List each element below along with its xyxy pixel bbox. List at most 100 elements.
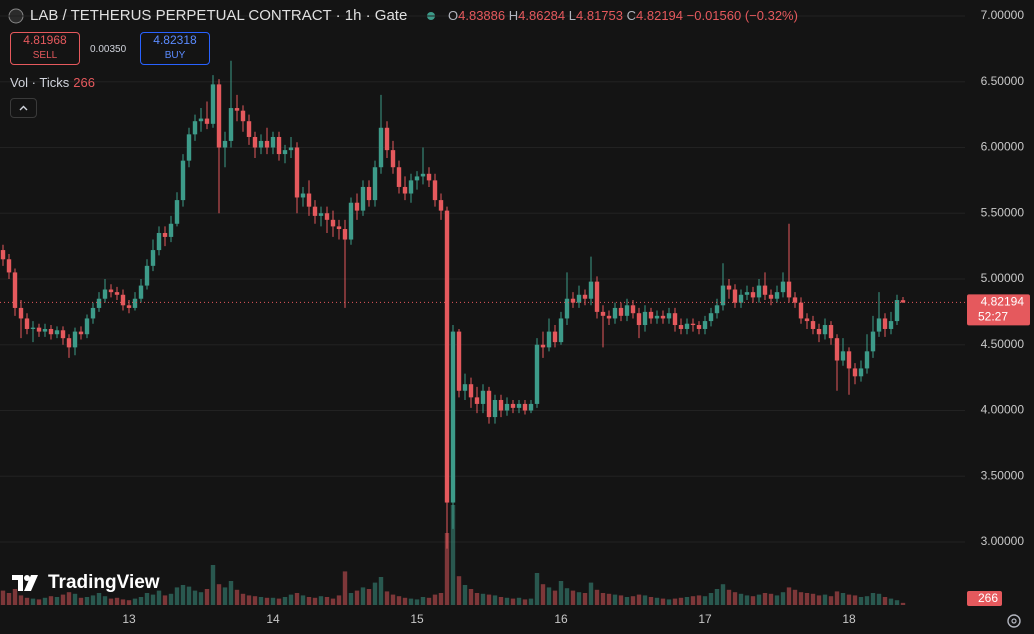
volume-legend: Vol · Ticks 266 <box>10 75 95 90</box>
volume-bar <box>42 597 48 605</box>
chevron-line[interactable] <box>19 105 28 111</box>
volume-bar <box>822 594 828 605</box>
volume-badge-label: 266 <box>978 591 998 605</box>
candle-body <box>240 110 246 122</box>
volume-bar <box>330 598 336 605</box>
volume-bar <box>390 594 396 605</box>
candle-body <box>828 325 834 339</box>
candle-body <box>246 121 252 137</box>
logo-shape[interactable] <box>12 575 23 591</box>
volume-bar <box>168 593 174 605</box>
candle-body <box>270 136 276 148</box>
volume-bar <box>786 587 792 605</box>
volume-bar <box>180 585 186 605</box>
sell-button[interactable]: 4.81968 SELL <box>10 32 80 65</box>
buy-price[interactable]: 4.82318 <box>153 33 197 47</box>
volume-bar <box>30 598 36 605</box>
x-tick-label: 15 <box>410 612 424 626</box>
volume-bar <box>858 597 864 605</box>
candle-body <box>354 202 360 211</box>
volume-bar <box>504 597 510 605</box>
volume-bar <box>150 594 156 605</box>
volume-bar <box>36 599 42 605</box>
volume-bar <box>696 595 702 605</box>
gear[interactable] <box>1007 614 1021 628</box>
spread: 0.00350 <box>90 44 127 55</box>
volume-bar <box>336 595 342 605</box>
sell-price[interactable]: 4.81968 <box>23 33 67 47</box>
candle-body <box>540 344 546 348</box>
logo-shape[interactable] <box>24 575 38 591</box>
volume-bar <box>570 590 576 605</box>
logo-text[interactable]: TradingView <box>48 572 160 593</box>
volume-bar <box>156 590 162 605</box>
sell-label[interactable]: SELL <box>32 50 58 61</box>
candle-body <box>702 321 708 329</box>
volume-bar <box>750 596 756 605</box>
candle-body <box>138 285 144 299</box>
logo[interactable]: TradingView <box>12 572 160 594</box>
candle-body <box>78 331 84 335</box>
candle-body <box>150 250 156 266</box>
volume-bar <box>468 589 474 605</box>
y-tick-label: 6.00000 <box>981 140 1025 154</box>
volume-bar <box>852 595 858 605</box>
candle-body <box>360 186 366 211</box>
collapse-button[interactable] <box>10 98 37 118</box>
volume-bar <box>102 596 108 605</box>
volume-bar <box>834 591 840 605</box>
volume-bar <box>744 595 750 605</box>
candle-body <box>594 281 600 312</box>
logo-dot[interactable] <box>24 575 30 581</box>
candle-body <box>768 294 774 299</box>
volume-value: 266 <box>73 75 95 90</box>
volume-bar <box>348 593 354 605</box>
volume-bar <box>420 597 426 605</box>
volume-bar <box>426 597 432 605</box>
volume-bar <box>456 576 462 605</box>
volume-bar <box>582 593 588 605</box>
candle-body <box>816 328 822 335</box>
volume-bar <box>606 593 612 605</box>
candle-body <box>660 315 666 319</box>
volume-bar <box>432 594 438 605</box>
volume-bar <box>624 597 630 605</box>
candle-body <box>162 232 168 237</box>
candle-body <box>180 160 186 201</box>
volume-bar <box>240 593 246 605</box>
y-tick-label: 5.00000 <box>981 271 1025 285</box>
chevron[interactable] <box>11 99 36 117</box>
volume-bar <box>672 598 678 605</box>
volume-bar <box>558 581 564 605</box>
settings-icon[interactable] <box>1007 614 1021 628</box>
volume-bar <box>144 593 150 605</box>
volume-bar <box>84 597 90 605</box>
candle-body <box>378 127 384 168</box>
volume-bar <box>882 597 888 605</box>
gear-center[interactable] <box>1011 618 1017 624</box>
candle-body <box>558 318 564 343</box>
volume-bar <box>900 602 906 605</box>
candle-body <box>198 118 204 122</box>
volume-bar <box>870 593 876 605</box>
candle-body <box>210 84 216 124</box>
candle-body <box>12 272 18 308</box>
logo-mark[interactable] <box>12 575 42 591</box>
volume-bar <box>528 598 534 605</box>
candle-body <box>888 321 894 329</box>
candle-body <box>420 173 426 177</box>
candle-body <box>858 368 864 377</box>
buy-button[interactable]: 4.82318 BUY <box>140 32 210 65</box>
candle-body <box>606 315 612 319</box>
candle-body <box>306 193 312 207</box>
y-tick-label: 4.50000 <box>981 337 1025 351</box>
candle-body <box>738 294 744 303</box>
volume-bar <box>564 588 570 605</box>
candle-body <box>804 318 810 322</box>
buy-label[interactable]: BUY <box>164 50 186 61</box>
volume-bar <box>678 597 684 605</box>
volume-bar <box>354 590 360 605</box>
volume-bar <box>222 587 228 605</box>
candle-body <box>546 331 552 348</box>
